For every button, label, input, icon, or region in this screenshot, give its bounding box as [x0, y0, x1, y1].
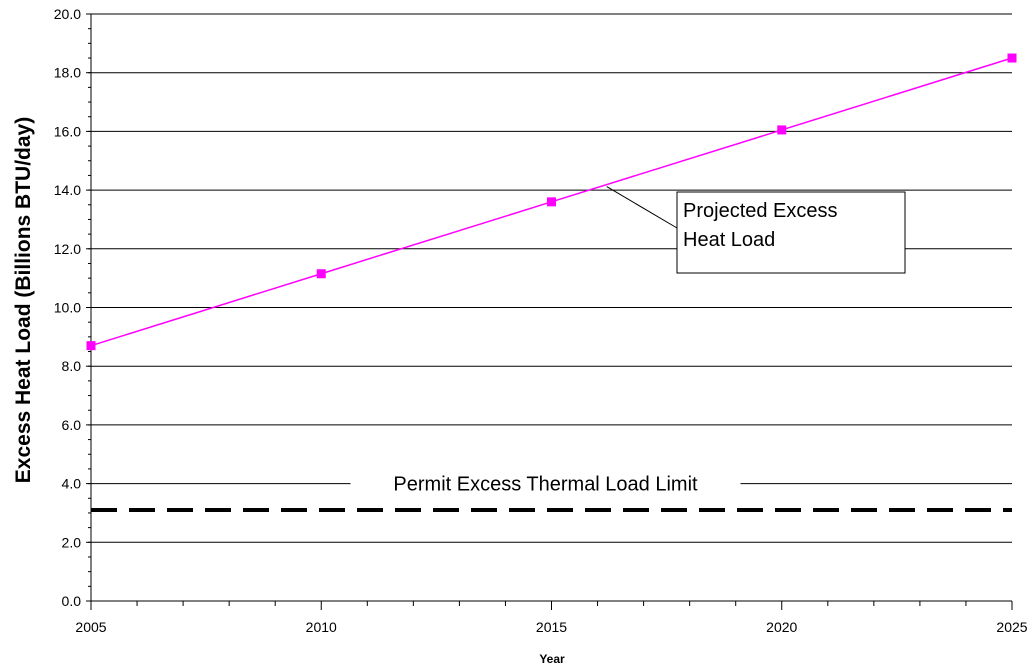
y-tick-label: 12.0: [54, 241, 81, 257]
x-tick-label: 2025: [996, 619, 1027, 635]
data-point-marker: [777, 125, 787, 135]
callout-box: [676, 191, 906, 274]
reference-line-group: Permit Excess Thermal Load Limit: [91, 471, 1012, 513]
reference-line-label: Permit Excess Thermal Load Limit: [393, 474, 698, 496]
y-tick-label: 2.0: [62, 534, 82, 550]
y-tick-label: 0.0: [62, 593, 82, 609]
callout-label: Projected Excess: [683, 200, 838, 222]
x-tick-label: 2015: [536, 619, 567, 635]
y-tick-label: 14.0: [54, 182, 81, 198]
data-point-marker: [1007, 53, 1017, 63]
callout-label: Heat Load: [683, 229, 775, 251]
data-point-marker: [86, 341, 96, 351]
y-tick-label: 10.0: [54, 300, 81, 316]
y-tick-label: 20.0: [54, 6, 81, 22]
y-axis-title: Excess Heat Load (Billions BTU/day): [12, 117, 35, 483]
y-tick-labels: 0.0 2.0 4.0 6.0 8.0 10.0 12.0 14.0 16.0 18.0 20.0: [54, 6, 81, 609]
y-tick-label: 16.0: [54, 123, 81, 139]
x-tick-labels: 2005 2010 2015 2020 2025: [75, 619, 1027, 635]
x-axis-title: Year: [539, 652, 565, 666]
reference-label-background: [350, 471, 741, 496]
callout-leader-line: [606, 186, 678, 229]
y-tick-label: 6.0: [62, 417, 82, 433]
y-tick-label: 8.0: [62, 358, 82, 374]
x-tick-label: 2010: [306, 619, 337, 635]
data-point-marker: [316, 269, 326, 279]
y-tick-label: 18.0: [54, 65, 81, 81]
gridlines: [91, 13, 1012, 543]
series-group: [86, 53, 1017, 351]
y-tick-label: 4.0: [62, 476, 82, 492]
callout-group: Projected Excess Heat Load: [606, 186, 906, 274]
x-tick-label: 2005: [75, 619, 106, 635]
x-tick-label: 2020: [766, 619, 797, 635]
data-point-marker: [547, 197, 556, 207]
axes: [86, 13, 1013, 610]
